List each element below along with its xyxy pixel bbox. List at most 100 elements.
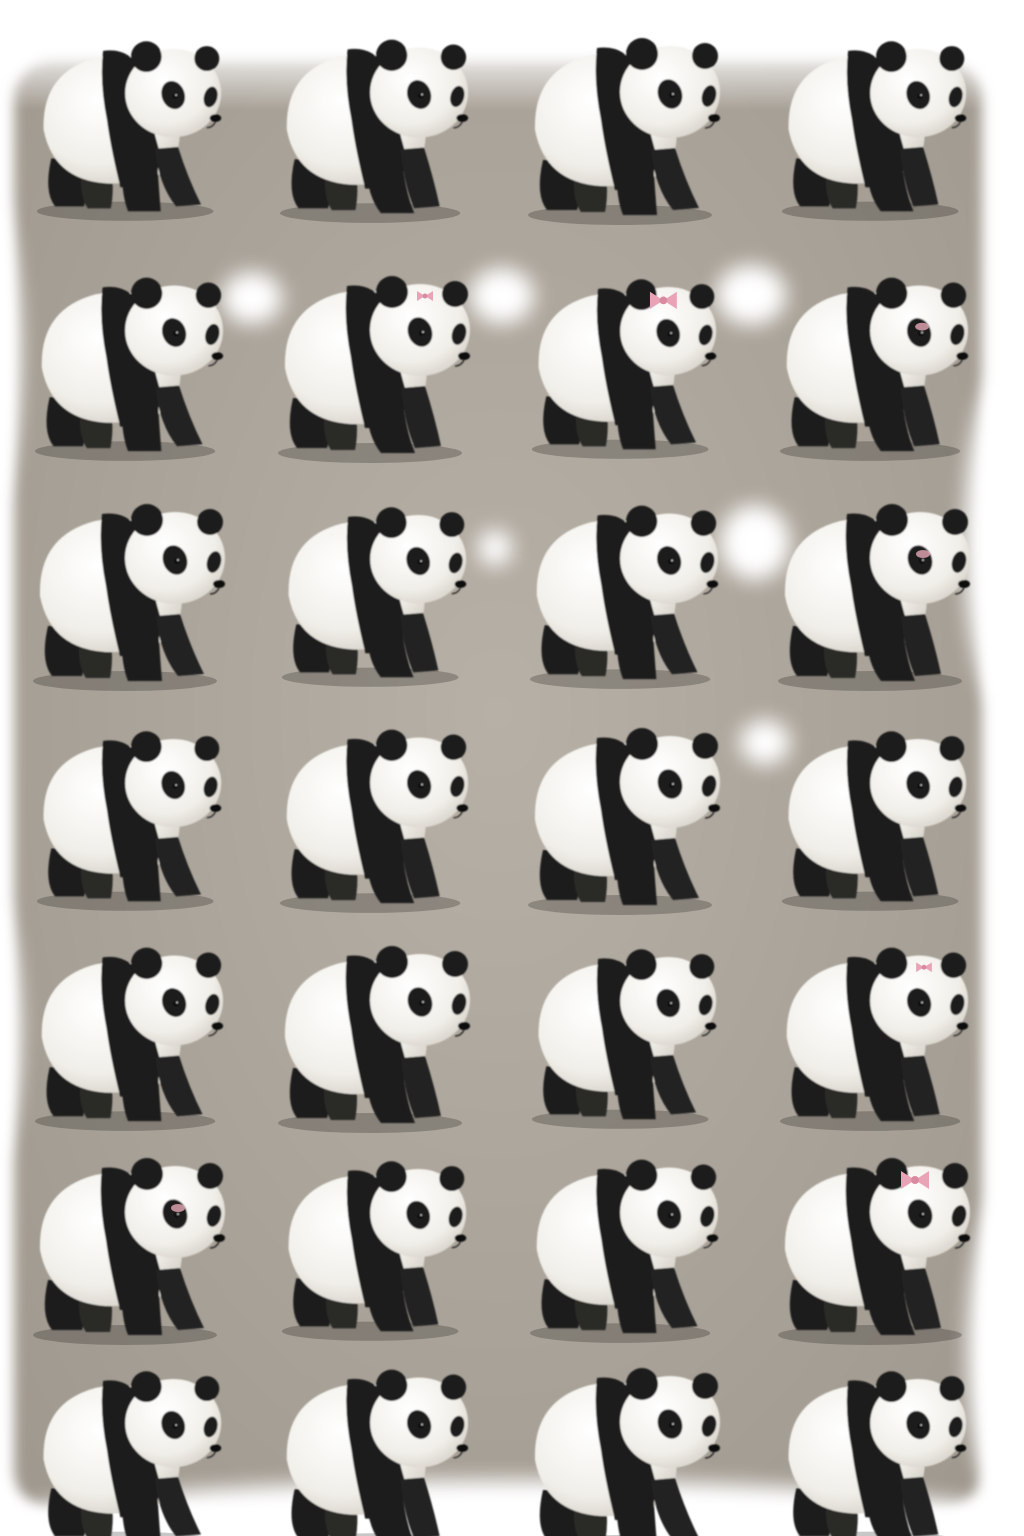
panda-ear (130, 277, 163, 309)
panda-front-leg (616, 396, 656, 450)
panda-ear (195, 282, 222, 309)
panda-eye (667, 1001, 673, 1007)
panda-ear (875, 277, 908, 309)
panda-figurine-r7-c1 (10, 1340, 250, 1536)
panda-front-leg (616, 850, 657, 905)
panda-eye (918, 1000, 924, 1007)
panda-front-leg (649, 1054, 697, 1115)
panda-eye (419, 330, 425, 336)
panda-front-leg (616, 1490, 657, 1536)
panda-nose (708, 804, 720, 812)
panda-figurine-r4-c2 (255, 700, 495, 915)
panda-nose (956, 1022, 969, 1030)
panda-ear (689, 954, 715, 980)
panda-shoulder-band (100, 513, 161, 656)
panda-eye (418, 1422, 424, 1429)
edge-glare (0, 900, 20, 1160)
panda-eye-patch (206, 1205, 222, 1227)
panda-figurine-r4-c3 (505, 700, 745, 915)
pink-bow-icon (417, 291, 433, 301)
panda-nose (708, 1444, 720, 1452)
pink-blush-mark (916, 550, 930, 558)
panda-shoulder-band (101, 740, 160, 878)
panda-ear (875, 41, 907, 72)
panda-figurine-r4-c1 (10, 700, 250, 915)
panda-ear (692, 733, 718, 759)
panda-front-leg (899, 1476, 939, 1536)
panda-front-leg (866, 626, 915, 681)
panda-ear (440, 1374, 467, 1401)
panda-shoulder-band (100, 1167, 161, 1310)
panda-shoulder-band (595, 737, 656, 880)
panda-front-leg (156, 614, 204, 676)
panda-ear (375, 1161, 407, 1192)
panda-figurine-r1-c4 (755, 10, 995, 225)
panda-eye-patch (450, 775, 465, 798)
panda-front-leg (367, 624, 414, 678)
pink-bow-icon (901, 1171, 929, 1189)
panda-figurine-r1-c1 (10, 10, 250, 225)
panda-shadow (529, 1323, 711, 1343)
panda-eye (173, 1000, 179, 1007)
panda-front-leg (366, 159, 415, 214)
panda-eye (417, 1213, 423, 1219)
panda-eye-patch (203, 1416, 218, 1438)
panda-eye-patch (951, 551, 967, 573)
panda-front-leg (401, 386, 441, 448)
panda-eye-patch (448, 1206, 463, 1228)
panda-nose (954, 114, 967, 122)
panda-eye (172, 783, 178, 789)
panda-eye (418, 92, 424, 99)
panda-ear (626, 38, 658, 70)
panda-ear (940, 952, 967, 979)
panda-shoulder-band (596, 288, 655, 426)
panda-nose (706, 580, 719, 588)
panda-eye-patch (948, 1416, 963, 1438)
panda-nose (211, 1022, 224, 1030)
panda-figurine-r1-c3 (505, 10, 745, 225)
panda-ear (940, 282, 967, 309)
edge-glare (965, 380, 1024, 700)
panda-ear (376, 276, 408, 308)
panda-shoulder-band (596, 958, 655, 1096)
panda-eye (918, 330, 924, 337)
panda-figurine-r6-c3 (505, 1130, 745, 1345)
panda-eye-patch (206, 551, 222, 573)
panda-ear (692, 43, 718, 69)
panda-front-leg (616, 625, 657, 680)
panda-figurine-r2-c4 (755, 248, 995, 463)
panda-eye-patch (450, 1415, 465, 1438)
panda-shadow (279, 893, 461, 913)
panda-front-leg (154, 146, 202, 207)
panda-front-leg (121, 626, 162, 681)
panda-eye (917, 1423, 923, 1429)
panda-front-leg (155, 1055, 203, 1117)
panda-eye-patch (698, 994, 713, 1016)
panda-ear (130, 731, 162, 762)
panda-shadow (531, 1109, 709, 1129)
glare-patch (720, 505, 790, 580)
panda-front-leg (154, 1476, 202, 1536)
panda-front-leg (651, 148, 699, 210)
panda-eye-patch (451, 993, 467, 1015)
panda-front-leg (867, 158, 914, 212)
panda-eye-patch (698, 324, 713, 346)
panda-front-leg (867, 848, 914, 902)
panda-ear (375, 1369, 408, 1401)
panda-shoulder-band (346, 1378, 405, 1519)
panda-ear (439, 1166, 465, 1192)
panda-eye (919, 1212, 925, 1218)
panda-ear (130, 41, 162, 72)
panda-figurine-r4-c4 (755, 700, 995, 915)
panda-nose (209, 1444, 222, 1452)
panda-front-leg (121, 1488, 161, 1536)
panda-eye-patch (205, 993, 220, 1016)
panda-shoulder-band (846, 740, 905, 878)
panda-eye (919, 558, 925, 564)
panda-front-leg (899, 146, 939, 207)
panda-front-leg (366, 398, 415, 453)
panda-figurine-r3-c4 (755, 476, 995, 691)
panda-shoulder-band (595, 1377, 656, 1520)
panda-front-leg (866, 1280, 915, 1335)
panda-shoulder-band (345, 285, 406, 428)
